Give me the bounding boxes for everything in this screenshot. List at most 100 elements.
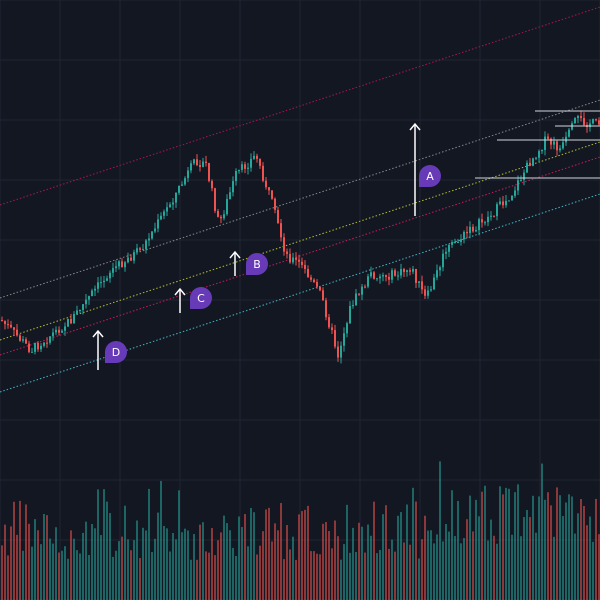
- candle-body: [262, 165, 264, 181]
- candle-body: [142, 249, 144, 251]
- candle-body: [511, 195, 513, 201]
- candle-body: [31, 351, 33, 353]
- annotation-D[interactable]: D: [92, 329, 127, 370]
- annotation-badge[interactable]: [246, 253, 268, 275]
- candle-body: [130, 257, 132, 261]
- candle-body: [181, 184, 183, 186]
- volume-bar: [220, 532, 222, 600]
- candle-body: [124, 262, 126, 268]
- candle-body: [22, 339, 24, 341]
- volume-bar: [22, 550, 24, 600]
- annotation-badge[interactable]: [105, 341, 127, 363]
- volume-bar: [19, 500, 21, 600]
- volume-bar: [208, 552, 210, 600]
- volume-bar: [271, 541, 273, 600]
- volume-bar: [82, 532, 84, 600]
- candle-body: [577, 116, 579, 119]
- candle-body: [304, 264, 306, 269]
- channel-line-upper[interactable]: [0, 6, 600, 206]
- volume-bar: [547, 492, 549, 600]
- volume-bar: [34, 519, 36, 600]
- volume-bar: [391, 539, 393, 600]
- candle-body: [94, 288, 96, 291]
- volume-bar: [253, 512, 255, 600]
- channel-line-lower[interactable]: [0, 193, 600, 393]
- candle-body: [481, 219, 483, 223]
- regression-channel[interactable]: [0, 6, 600, 393]
- volume-bar: [520, 536, 522, 600]
- candle-body: [508, 200, 510, 202]
- candle-body: [592, 119, 594, 124]
- channel-line-lower-mid[interactable]: [0, 156, 600, 356]
- candle-body: [121, 261, 123, 268]
- candle-body: [34, 342, 36, 352]
- volume-bar: [367, 524, 369, 600]
- candle-body: [463, 231, 465, 240]
- annotations[interactable]: A B C D: [92, 122, 441, 370]
- volume-bar: [187, 530, 189, 600]
- volume-bar: [199, 524, 201, 600]
- volume-bar: [79, 553, 81, 600]
- candle-body: [538, 151, 540, 158]
- candle-body: [250, 158, 252, 168]
- horizontal-levels[interactable]: [475, 110, 600, 179]
- candle-body: [412, 268, 414, 272]
- volume-bar: [211, 528, 213, 600]
- candle-body: [490, 215, 492, 217]
- volume-bar: [49, 538, 51, 600]
- candle-body: [310, 277, 312, 280]
- volume-bar: [196, 559, 198, 600]
- volume-bar: [190, 559, 192, 600]
- candle-body: [583, 118, 585, 125]
- candle-body: [385, 275, 387, 277]
- volume-bar: [283, 559, 285, 600]
- candle-body: [220, 216, 222, 219]
- candle-body: [166, 207, 168, 212]
- candle-body: [73, 314, 75, 324]
- volume-bar: [280, 503, 282, 600]
- candle-body: [1, 320, 3, 321]
- volume-bar: [106, 501, 108, 600]
- candle-body: [43, 342, 45, 346]
- volume-bar: [232, 547, 234, 600]
- annotation-A[interactable]: A: [409, 122, 441, 216]
- channel-line-mid[interactable]: [0, 141, 600, 341]
- candle-body: [358, 293, 360, 295]
- volume-bar: [472, 531, 474, 600]
- candle-body: [442, 253, 444, 268]
- annotation-C[interactable]: C: [174, 287, 212, 313]
- channel-line-upper-mid[interactable]: [0, 99, 600, 299]
- volume-bar: [103, 489, 105, 600]
- volume-bar: [523, 517, 525, 600]
- candle-body: [451, 242, 453, 245]
- candle-body: [406, 270, 408, 272]
- candle-body: [274, 198, 276, 210]
- annotation-badge[interactable]: [419, 165, 441, 187]
- volume-bar: [247, 546, 249, 600]
- volume-bar: [145, 530, 147, 600]
- volume-bar: [358, 522, 360, 600]
- volume-bar: [325, 522, 327, 600]
- candle-body: [367, 276, 369, 287]
- volume-bar: [127, 539, 129, 600]
- candle-body: [151, 231, 153, 239]
- candle-body: [118, 261, 120, 267]
- volume-bar: [214, 555, 216, 600]
- volume-bar: [451, 490, 453, 600]
- annotation-badge[interactable]: [190, 287, 212, 309]
- volume-bar: [61, 550, 63, 600]
- candle-body: [430, 289, 432, 291]
- volume-bar: [154, 538, 156, 600]
- candle-body: [52, 332, 54, 337]
- volume-bar: [112, 556, 114, 600]
- candle-body: [97, 282, 99, 289]
- candle-body: [145, 240, 147, 250]
- annotation-B[interactable]: B: [229, 250, 268, 276]
- volume-bar: [532, 495, 534, 600]
- volume-bar: [334, 520, 336, 600]
- candle-body: [19, 335, 21, 341]
- candle-body: [196, 159, 198, 166]
- candle-body: [478, 219, 480, 231]
